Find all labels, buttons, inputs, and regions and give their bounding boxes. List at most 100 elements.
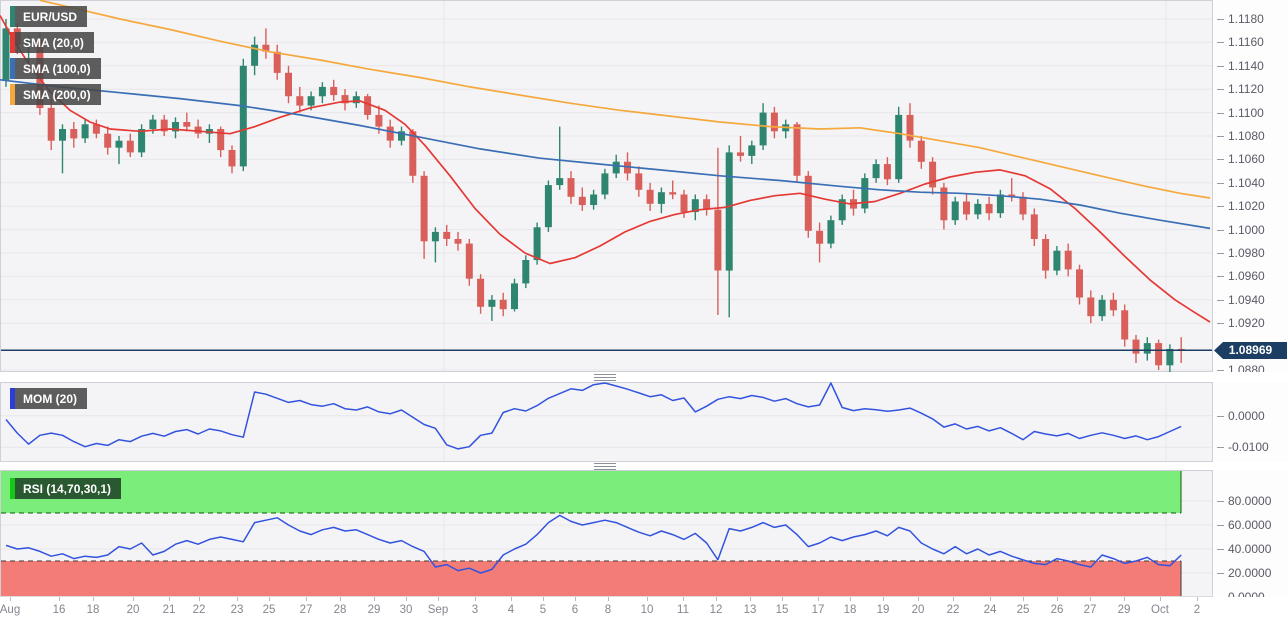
x-axis-tick — [883, 597, 884, 601]
x-axis-label: 28 — [333, 604, 347, 616]
x-axis-tick — [608, 597, 609, 601]
x-axis-tick — [1090, 597, 1091, 601]
x-axis-tick — [990, 597, 991, 601]
x-axis-tick — [543, 597, 544, 601]
candle-body — [567, 178, 575, 197]
x-axis-label: 3 — [471, 604, 479, 616]
candle-body — [804, 175, 812, 231]
x-axis-tick — [1124, 597, 1125, 601]
panel-resize-handle-icon[interactable] — [594, 463, 616, 472]
x-axis-label: 27 — [299, 604, 313, 616]
y-axis-tick-label: 1.1140 — [1217, 59, 1264, 73]
x-axis-tick — [782, 597, 783, 601]
rsi-oversold-zone — [1, 561, 1181, 596]
x-axis-label: 25 — [262, 604, 276, 616]
candle-body — [691, 199, 699, 213]
legend-color-chip — [10, 58, 15, 79]
legend-item[interactable]: SMA (100,0) — [10, 58, 101, 79]
x-axis-tick — [1023, 597, 1024, 601]
candle-body — [895, 114, 903, 180]
x-axis-label: Oct — [1151, 604, 1169, 616]
x-axis-label: 21 — [162, 604, 176, 616]
y-axis-tick-label: 1.1120 — [1217, 82, 1264, 96]
candle-body — [940, 187, 948, 221]
candle-body — [770, 112, 778, 132]
x-axis-label: 15 — [775, 604, 789, 616]
candle-body — [838, 199, 846, 221]
x-axis-label: 4 — [507, 604, 515, 616]
legend-item[interactable]: MOM (20) — [10, 388, 87, 409]
legend-item[interactable]: RSI (14,70,30,1) — [10, 478, 122, 499]
x-axis-tick — [237, 597, 238, 601]
candle-body — [996, 194, 1004, 214]
candle-body — [1064, 250, 1072, 270]
candle-body — [194, 126, 202, 134]
candle-body — [578, 196, 586, 205]
panel-resize-handle-icon[interactable] — [594, 374, 616, 383]
candle-body — [533, 227, 541, 261]
candle-body — [1008, 194, 1016, 197]
x-axis-label: 20 — [911, 604, 925, 616]
legend-color-chip — [10, 6, 15, 27]
x-axis-label: Sep — [427, 604, 449, 616]
legend-item[interactable]: SMA (20,0) — [10, 32, 101, 53]
candle-body — [917, 140, 925, 162]
x-axis-label: 27 — [1083, 604, 1097, 616]
candle-body — [861, 178, 869, 209]
legend-color-chip — [10, 478, 15, 499]
x-axis-tick — [850, 597, 851, 601]
candle-body — [499, 299, 507, 310]
rsi-panel-legend: RSI (14,70,30,1) — [10, 478, 122, 504]
y-axis-tick-label: 40.0000 — [1217, 542, 1271, 556]
legend-color-chip — [10, 84, 15, 105]
candle-body — [590, 194, 598, 205]
price-panel-legend: EUR/USD SMA (20,0) SMA (100,0) SMA (200,0) — [10, 6, 101, 110]
candle-body — [409, 131, 417, 176]
y-axis-tick-label: 1.0920 — [1217, 316, 1265, 330]
legend-label: SMA (200,0) — [15, 84, 101, 105]
momentum-panel-legend: MOM (20) — [10, 388, 87, 414]
x-axis-tick — [269, 597, 270, 601]
x-axis-label: 18 — [843, 604, 857, 616]
candle-body — [703, 199, 711, 210]
legend-label: MOM (20) — [15, 388, 87, 409]
rsi-chart-plot[interactable] — [0, 470, 1213, 597]
y-axis-tick-label: 1.1160 — [1217, 35, 1264, 49]
candle-body — [1030, 214, 1038, 239]
momentum-chart-plot[interactable] — [0, 382, 1213, 462]
x-axis-tick — [199, 597, 200, 601]
x-axis-label: 2 — [1193, 604, 1201, 616]
candle-body — [47, 107, 55, 141]
x-axis-tick — [475, 597, 476, 601]
current-price-badge: 1.08969 — [1214, 342, 1287, 359]
candle-body — [601, 173, 609, 195]
x-axis-tick — [340, 597, 341, 601]
candle-body — [273, 51, 281, 73]
candle-body — [183, 122, 191, 127]
candle-body — [635, 173, 643, 190]
x-axis-tick — [918, 597, 919, 601]
y-axis-tick-label: 60.0000 — [1217, 518, 1271, 532]
legend-item[interactable]: EUR/USD — [10, 6, 101, 27]
momentum-line — [5, 382, 1182, 450]
candle-body — [386, 126, 394, 141]
candle-body — [251, 44, 259, 66]
y-axis-tick-label: 80.0000 — [1217, 494, 1271, 508]
candle-body — [1042, 239, 1050, 271]
y-axis-tick-label: 1.0960 — [1217, 269, 1265, 283]
x-axis-label: 11 — [677, 604, 689, 616]
candle-body — [1143, 343, 1151, 354]
candle-body — [1121, 310, 1129, 340]
candle-body — [963, 201, 970, 215]
candle-body — [364, 96, 372, 115]
x-axis-tick — [1197, 597, 1198, 601]
candle-body — [1076, 269, 1083, 298]
x-axis-label: 29 — [367, 604, 381, 616]
candle-body — [657, 192, 665, 204]
legend-item[interactable]: SMA (200,0) — [10, 84, 101, 105]
y-axis-tick-label: 1.1100 — [1217, 106, 1264, 120]
x-axis-tick — [647, 597, 648, 601]
price-chart-plot[interactable] — [0, 0, 1213, 372]
candle-body — [318, 86, 326, 97]
y-axis-tick-label: -0.0100 — [1217, 440, 1269, 454]
